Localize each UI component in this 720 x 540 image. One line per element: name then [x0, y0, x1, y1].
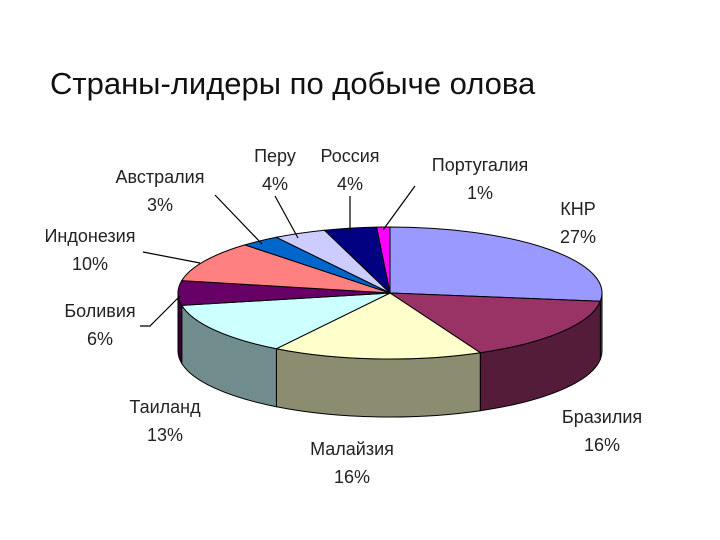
slice-label: Индонезия: [44, 226, 135, 246]
slice-label: Боливия: [64, 301, 135, 321]
leader-line: [274, 195, 299, 239]
slice: [389, 226, 603, 302]
slice-value-label: 4%: [337, 174, 363, 194]
slice: [180, 244, 391, 294]
slice: [180, 292, 391, 350]
slice-label: Таиланд: [129, 397, 201, 417]
chart-title: Страны-лидеры по добыче олова: [50, 66, 536, 101]
slice-label: Австралия: [116, 167, 205, 187]
slice-value-label: 13%: [147, 425, 183, 445]
slice-value-label: 27%: [560, 227, 596, 247]
slice-label: Малайзия: [310, 439, 394, 459]
slice-label: Бразилия: [562, 407, 642, 427]
slice: [274, 292, 482, 360]
slice-label: Португалия: [432, 155, 529, 175]
leader-line: [142, 251, 201, 264]
slice-value-label: 10%: [72, 254, 108, 274]
slice-value-label: 6%: [87, 329, 113, 349]
leader-line: [214, 194, 263, 245]
slice: [388, 292, 602, 354]
leader-line: [140, 295, 181, 327]
slice-value-label: 1%: [467, 183, 493, 203]
slice: [376, 226, 391, 294]
slice-label: КНР: [560, 199, 596, 219]
slice-value-label: 3%: [147, 195, 173, 215]
slice-label: Россия: [320, 146, 379, 166]
leader-line: [382, 185, 416, 231]
slice-value-label: 16%: [584, 435, 620, 455]
slice-label: Перу: [254, 146, 296, 166]
slice-value-label: 16%: [334, 467, 370, 487]
slice-value-label: 4%: [262, 174, 288, 194]
